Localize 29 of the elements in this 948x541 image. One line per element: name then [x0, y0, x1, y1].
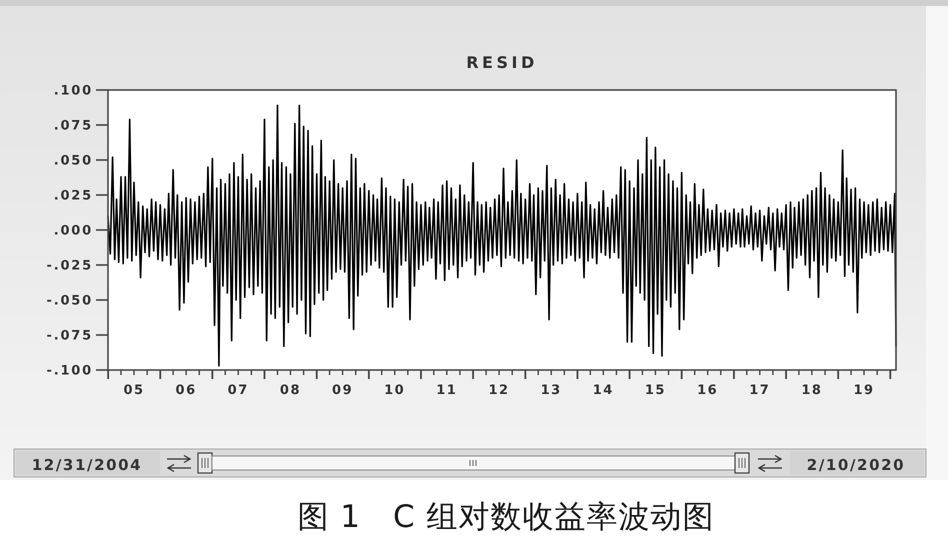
x-tick-label: 08	[280, 383, 302, 398]
y-tick-label: -.100	[46, 364, 93, 379]
x-tick-label: 14	[592, 383, 614, 398]
x-tick-label: 12	[488, 383, 510, 398]
x-tick-label: 09	[332, 383, 354, 398]
x-tick-label: 10	[384, 383, 406, 398]
x-tick-label: 18	[801, 383, 822, 398]
chart-title: RESID	[466, 53, 538, 72]
x-tick-label: 11	[436, 383, 458, 398]
y-tick-label: .000	[54, 224, 93, 239]
text: 2/10/2020	[806, 456, 906, 474]
x-tick-label: 05	[123, 383, 145, 398]
y-tick-label: -.025	[46, 258, 93, 274]
x-tick-label: 16	[697, 383, 718, 398]
text: 12/31/2004	[32, 456, 142, 474]
y-tick-label: .075	[54, 118, 93, 134]
x-tick-label: 06	[176, 383, 197, 398]
x-tick-label: 17	[749, 383, 770, 398]
line-series	[107, 104, 897, 367]
x-tick-label: 15	[644, 383, 666, 398]
caption: 图 1 C 组对数收益率波动图	[297, 499, 715, 535]
y-tick-label: -.075	[46, 328, 93, 344]
y-tick-label: .025	[54, 188, 93, 204]
y-tick-label: .050	[54, 154, 93, 169]
x-tick-label: 07	[228, 383, 249, 398]
y-tick-label: .100	[54, 84, 93, 99]
x-tick-label: 19	[853, 383, 875, 398]
y-tick-label: -.050	[46, 294, 93, 309]
x-tick-label: 13	[540, 383, 562, 398]
